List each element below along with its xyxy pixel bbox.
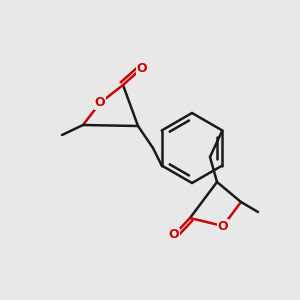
Text: O: O: [95, 97, 105, 110]
Text: O: O: [218, 220, 228, 232]
Text: O: O: [169, 229, 179, 242]
Text: O: O: [137, 61, 147, 74]
